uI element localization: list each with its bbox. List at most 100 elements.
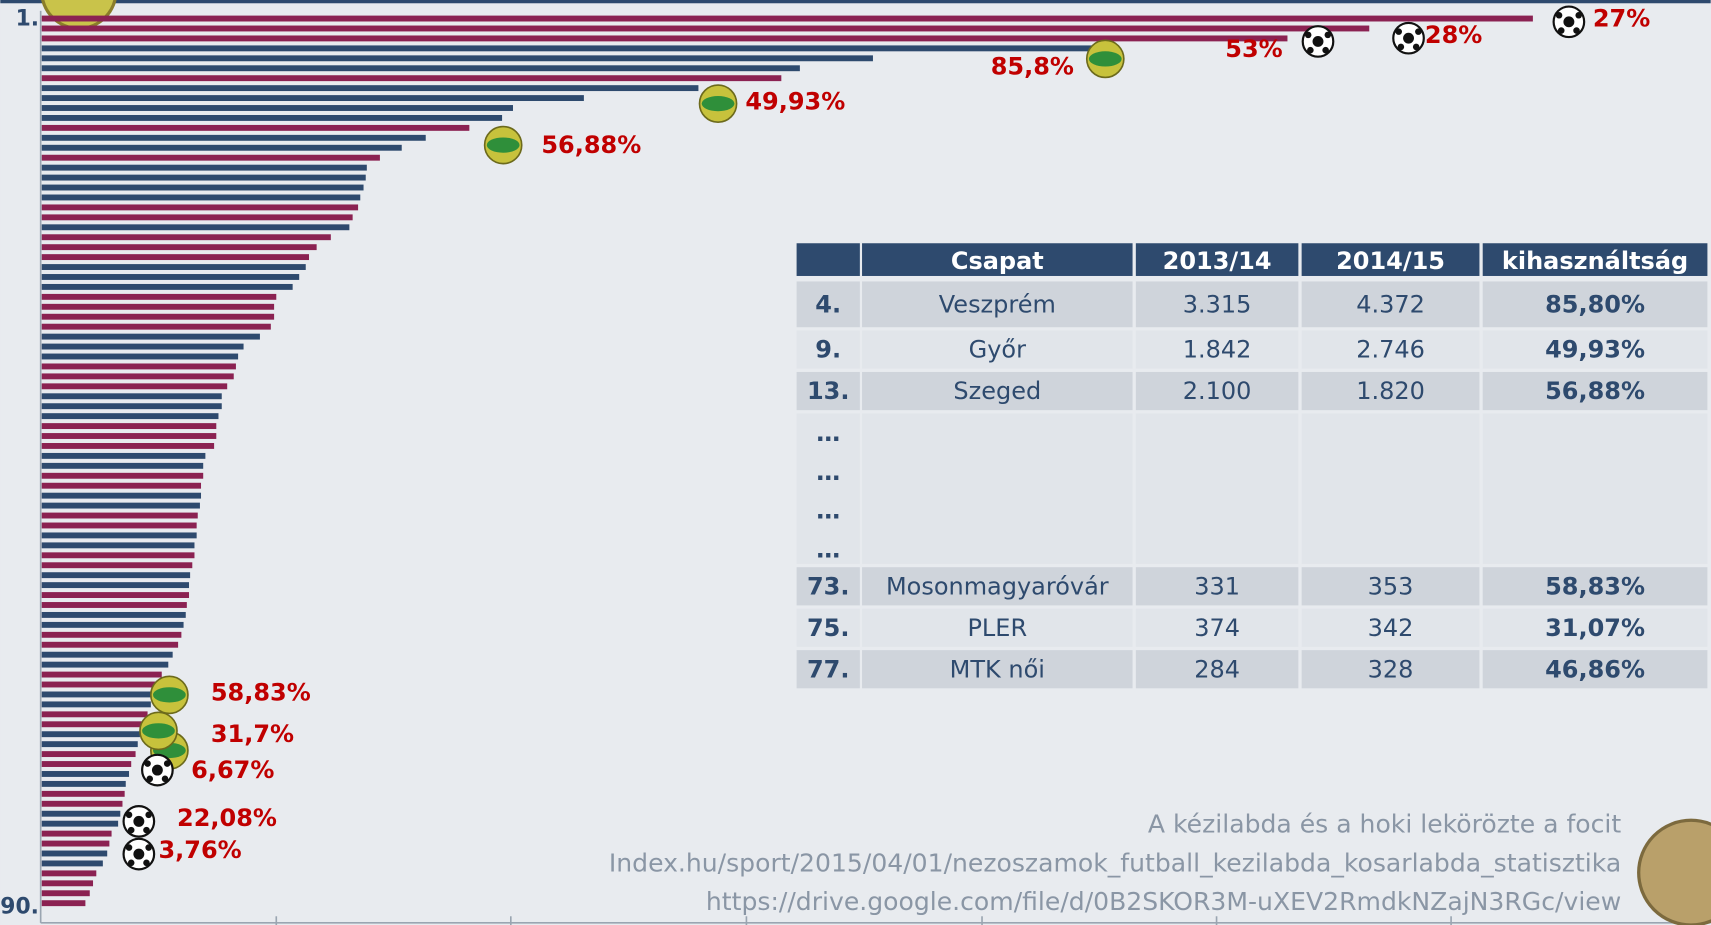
table-ellipsis: … xyxy=(816,458,840,486)
soccer-patch xyxy=(1304,31,1312,39)
bar xyxy=(41,194,361,201)
bar xyxy=(41,25,1370,32)
bar xyxy=(41,641,179,648)
bar xyxy=(41,681,156,688)
bar xyxy=(41,800,123,807)
bar xyxy=(41,274,300,280)
table-text: Mosonmagyaróvár xyxy=(886,572,1109,600)
table-cell xyxy=(796,650,860,689)
soccer-patch xyxy=(151,764,163,776)
soccer-patch xyxy=(125,844,133,851)
bar xyxy=(41,482,202,489)
soccer-patch xyxy=(1307,46,1314,54)
bar xyxy=(41,562,193,569)
soccer-patch xyxy=(1415,28,1422,35)
table-ellipsis: … xyxy=(816,535,840,563)
bar xyxy=(41,15,1533,22)
table-cell xyxy=(1135,650,1299,689)
soccer-patch xyxy=(1324,31,1332,39)
bar xyxy=(41,771,130,777)
bar xyxy=(41,124,470,131)
table-text: Szeged xyxy=(953,377,1041,405)
table-cell xyxy=(862,413,1133,564)
table-cell xyxy=(862,650,1133,689)
table-cell xyxy=(862,330,1133,369)
table-header-cell xyxy=(1482,243,1708,276)
bar xyxy=(41,144,402,151)
bar xyxy=(41,154,380,161)
soccer-patch xyxy=(1575,11,1582,19)
bar xyxy=(41,403,222,410)
table-cell xyxy=(1135,281,1299,328)
table-text: 1.842 xyxy=(1183,336,1252,364)
table-text: Veszprém xyxy=(939,290,1056,318)
table-cell xyxy=(1301,330,1480,369)
table-text: 4.372 xyxy=(1356,290,1425,318)
table-text: 1.820 xyxy=(1356,377,1425,405)
table-cell xyxy=(1301,650,1480,689)
top-border xyxy=(0,0,1711,4)
table-text: 331 xyxy=(1194,572,1240,600)
table-cell xyxy=(1482,567,1708,606)
bar xyxy=(41,621,184,628)
bar xyxy=(41,383,228,390)
table-text: 3.315 xyxy=(1183,290,1252,318)
table-cell xyxy=(796,371,860,411)
annotation: 58,83% xyxy=(211,679,311,707)
table-ellipsis: … xyxy=(816,419,840,447)
bar xyxy=(41,174,366,181)
bar xyxy=(41,353,239,360)
bar xyxy=(41,114,503,121)
bar xyxy=(41,234,331,241)
handball-band xyxy=(1088,51,1122,67)
bar xyxy=(41,254,310,261)
bar xyxy=(41,105,513,111)
bar xyxy=(41,65,800,72)
soccer-patch xyxy=(1412,43,1420,51)
bar xyxy=(41,95,584,102)
table-cell xyxy=(796,281,860,328)
table-text: PLER xyxy=(967,614,1027,642)
table-cell xyxy=(1135,567,1299,606)
table-cell xyxy=(1301,371,1480,411)
table-cell xyxy=(862,371,1133,411)
table-header: 2014/15 xyxy=(1336,247,1445,275)
table-cell xyxy=(1135,608,1299,647)
bar xyxy=(41,293,277,300)
table-text: 2.746 xyxy=(1356,336,1425,364)
soccer-patch xyxy=(1555,11,1563,19)
soccer-patch xyxy=(1395,28,1402,35)
soccer-patch xyxy=(163,760,171,767)
bar xyxy=(41,780,126,787)
bar xyxy=(41,264,306,270)
axis-label: 90. xyxy=(0,895,39,920)
bar xyxy=(41,452,206,459)
bar xyxy=(41,731,140,738)
table-header-cell xyxy=(1135,243,1299,276)
bar xyxy=(41,761,132,767)
annotation: 49,93% xyxy=(745,88,845,116)
soccer-patch xyxy=(1397,43,1405,51)
bar xyxy=(41,751,136,758)
table-cell xyxy=(1135,371,1299,411)
table-text: 4. xyxy=(815,290,841,318)
bar xyxy=(41,592,190,598)
source-text: Index.hu/sport/2015/04/01/nezoszamok_fut… xyxy=(609,848,1621,877)
annotation: 56,88% xyxy=(541,131,641,159)
table-cell xyxy=(1301,281,1480,328)
table-cell xyxy=(1301,413,1480,564)
bar xyxy=(41,840,110,847)
bar xyxy=(41,184,364,191)
table-text: 85,80% xyxy=(1545,290,1645,318)
bar xyxy=(41,721,143,728)
annotation: 31,7% xyxy=(211,720,294,748)
soccer-patch xyxy=(1312,35,1324,47)
bar xyxy=(41,502,200,509)
bar xyxy=(41,303,275,310)
bar xyxy=(41,35,1288,42)
bar xyxy=(41,880,94,887)
bar xyxy=(41,164,367,171)
bar xyxy=(41,443,215,449)
table-text: 75. xyxy=(807,614,850,642)
